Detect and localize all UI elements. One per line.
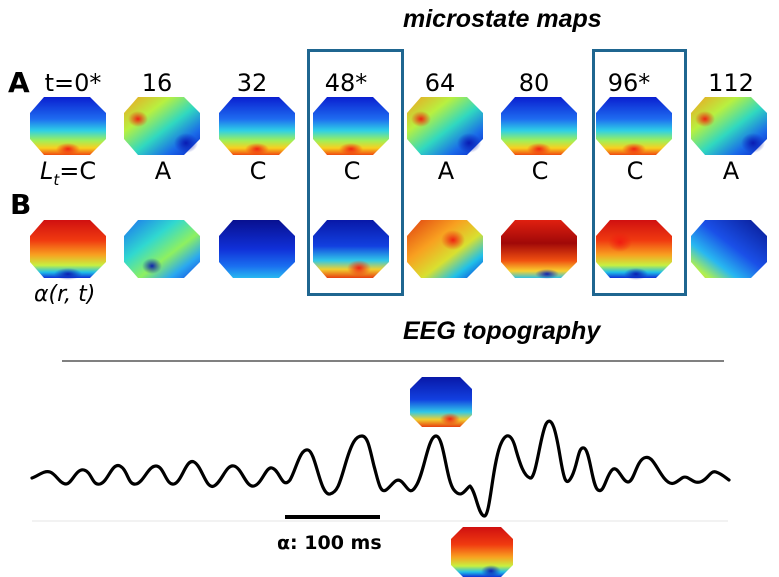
microstate-label: C: [531, 157, 549, 185]
eeg-topography-title: EEG topography: [403, 317, 601, 345]
time-label: 32: [236, 69, 268, 97]
microstate-map-row: [30, 97, 767, 155]
peak-topography-map: [410, 377, 472, 427]
topography-map: [219, 220, 295, 278]
microstate-label: C: [249, 157, 267, 185]
topography-map: [501, 220, 577, 279]
topography-map: [30, 220, 106, 280]
highlight-box: [307, 49, 404, 296]
microstate-maps-title: microstate maps: [403, 5, 602, 33]
microstate-map: [596, 97, 672, 155]
microstate-label: A: [154, 157, 172, 185]
time-label: 48*: [324, 69, 368, 97]
eeg-trace: [30, 419, 731, 518]
time-label: 80: [518, 69, 550, 97]
microstate-map: [691, 97, 767, 155]
topography-map: [124, 220, 200, 278]
microstate-label: A: [437, 157, 455, 185]
microstate-label-heading: Lt=C: [40, 157, 97, 189]
microstate-label: A: [722, 157, 740, 185]
scale-bar-label: α: 100 ms: [277, 532, 382, 554]
alpha-label: α(r, t): [34, 282, 96, 307]
panel-a-label: A: [8, 66, 30, 99]
time-label: 96*: [607, 69, 651, 97]
time-label: 112: [708, 69, 754, 97]
topography-map: [691, 220, 767, 278]
microstate-map: [30, 97, 106, 155]
time-label: 16: [141, 69, 173, 97]
microstate-map: [219, 97, 295, 155]
microstate-map: [313, 97, 389, 155]
topography-map: [313, 220, 389, 278]
microstate-label: C: [343, 157, 361, 185]
topography-map: [407, 220, 483, 278]
microstate-map: [407, 97, 483, 155]
time-label: t=0*: [44, 69, 102, 97]
highlight-box: [592, 49, 687, 296]
microstate-map: [501, 97, 577, 155]
trough-topography-map: [451, 527, 513, 577]
panel-b-label: B: [10, 188, 32, 221]
topography-row: [30, 220, 767, 280]
topography-map: [596, 220, 672, 280]
microstate-map: [124, 97, 200, 155]
microstate-label: C: [626, 157, 644, 185]
time-label: 64: [424, 69, 456, 97]
